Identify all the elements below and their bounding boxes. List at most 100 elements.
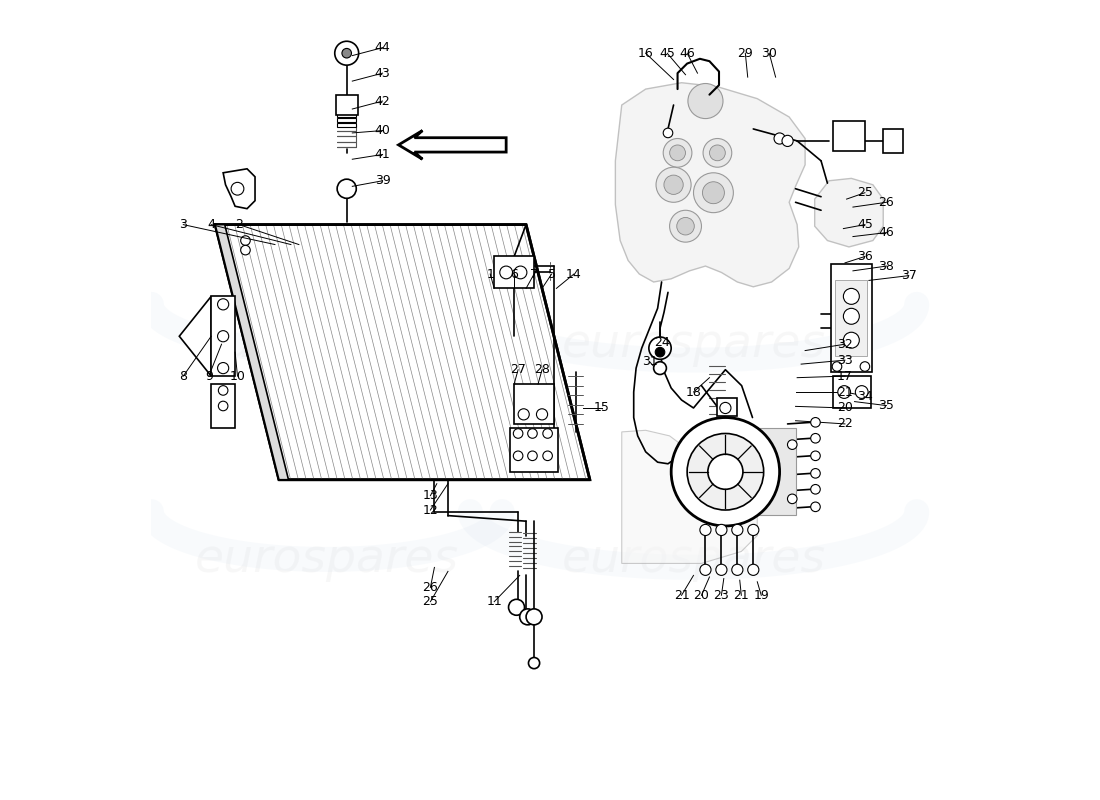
Circle shape bbox=[788, 440, 798, 450]
Text: eurospares: eurospares bbox=[195, 322, 459, 366]
Polygon shape bbox=[216, 225, 590, 480]
Circle shape bbox=[670, 145, 685, 161]
Text: 28: 28 bbox=[535, 363, 550, 376]
Circle shape bbox=[514, 429, 522, 438]
Polygon shape bbox=[216, 225, 288, 480]
Circle shape bbox=[703, 182, 725, 204]
Circle shape bbox=[528, 451, 537, 461]
Text: 1: 1 bbox=[486, 267, 494, 281]
Circle shape bbox=[811, 485, 821, 494]
Circle shape bbox=[732, 524, 742, 535]
Text: 12: 12 bbox=[422, 503, 438, 517]
Circle shape bbox=[811, 451, 821, 461]
Bar bbox=[833, 376, 871, 408]
Circle shape bbox=[716, 564, 727, 575]
Circle shape bbox=[218, 330, 229, 342]
Text: 22: 22 bbox=[837, 418, 852, 430]
Circle shape bbox=[811, 469, 821, 478]
Bar bbox=[717, 398, 737, 416]
Bar bbox=[336, 95, 358, 115]
Circle shape bbox=[748, 524, 759, 535]
Circle shape bbox=[856, 386, 868, 398]
Circle shape bbox=[334, 42, 359, 65]
Circle shape bbox=[542, 429, 552, 438]
Circle shape bbox=[342, 49, 352, 58]
Text: 17: 17 bbox=[837, 370, 852, 382]
Circle shape bbox=[219, 386, 228, 395]
Bar bbox=[337, 113, 356, 117]
Text: 21: 21 bbox=[734, 589, 749, 602]
Text: 20: 20 bbox=[693, 589, 710, 602]
Circle shape bbox=[782, 135, 793, 146]
Circle shape bbox=[499, 266, 513, 279]
Circle shape bbox=[811, 418, 821, 427]
Text: 5: 5 bbox=[548, 267, 556, 281]
Text: 39: 39 bbox=[375, 174, 390, 187]
Bar bbox=[337, 122, 356, 126]
Circle shape bbox=[518, 409, 529, 420]
Polygon shape bbox=[223, 169, 255, 209]
Circle shape bbox=[218, 298, 229, 310]
Circle shape bbox=[337, 179, 356, 198]
Circle shape bbox=[514, 451, 522, 461]
Circle shape bbox=[860, 362, 870, 371]
Circle shape bbox=[811, 502, 821, 512]
Polygon shape bbox=[211, 384, 235, 428]
Text: 23: 23 bbox=[714, 589, 729, 602]
Text: 44: 44 bbox=[375, 41, 390, 54]
Text: 21: 21 bbox=[673, 589, 690, 602]
Bar bbox=[510, 428, 558, 472]
Circle shape bbox=[671, 418, 780, 526]
Circle shape bbox=[676, 218, 694, 235]
Text: 6: 6 bbox=[510, 267, 518, 281]
Text: 25: 25 bbox=[422, 595, 439, 608]
Circle shape bbox=[514, 266, 527, 279]
Circle shape bbox=[663, 128, 673, 138]
Text: 2: 2 bbox=[235, 218, 243, 231]
Circle shape bbox=[693, 173, 734, 213]
Text: 45: 45 bbox=[659, 46, 675, 60]
Circle shape bbox=[838, 386, 850, 398]
Circle shape bbox=[700, 524, 711, 535]
Text: 33: 33 bbox=[837, 354, 852, 366]
Circle shape bbox=[688, 434, 763, 510]
Text: 31: 31 bbox=[641, 355, 658, 368]
Circle shape bbox=[528, 658, 540, 669]
Text: 45: 45 bbox=[857, 218, 872, 231]
Polygon shape bbox=[615, 82, 805, 286]
Circle shape bbox=[649, 337, 671, 359]
Circle shape bbox=[844, 332, 859, 348]
Circle shape bbox=[719, 402, 732, 414]
Text: 46: 46 bbox=[879, 226, 894, 239]
Circle shape bbox=[716, 524, 727, 535]
Circle shape bbox=[219, 401, 228, 410]
Circle shape bbox=[241, 236, 250, 246]
Bar bbox=[736, 428, 796, 515]
Text: 14: 14 bbox=[566, 267, 582, 281]
Circle shape bbox=[703, 138, 732, 167]
Text: 3: 3 bbox=[179, 218, 187, 231]
Text: 10: 10 bbox=[230, 370, 245, 382]
Polygon shape bbox=[398, 130, 506, 159]
Polygon shape bbox=[815, 178, 883, 247]
Circle shape bbox=[508, 599, 525, 615]
Text: 46: 46 bbox=[679, 46, 695, 60]
Text: 26: 26 bbox=[422, 581, 438, 594]
Text: 27: 27 bbox=[510, 363, 526, 376]
Text: 37: 37 bbox=[901, 269, 916, 282]
Text: 43: 43 bbox=[375, 66, 390, 80]
Circle shape bbox=[664, 175, 683, 194]
Circle shape bbox=[241, 246, 250, 255]
Text: 42: 42 bbox=[375, 94, 390, 107]
Polygon shape bbox=[621, 430, 757, 563]
Circle shape bbox=[653, 362, 667, 374]
Text: 19: 19 bbox=[754, 589, 769, 602]
Text: 7: 7 bbox=[530, 267, 538, 281]
Bar bbox=[833, 121, 865, 151]
Text: 24: 24 bbox=[653, 336, 670, 349]
Text: 32: 32 bbox=[837, 338, 852, 350]
Text: 29: 29 bbox=[737, 46, 754, 60]
Bar bbox=[494, 257, 535, 288]
Polygon shape bbox=[211, 296, 235, 376]
Circle shape bbox=[231, 182, 244, 195]
